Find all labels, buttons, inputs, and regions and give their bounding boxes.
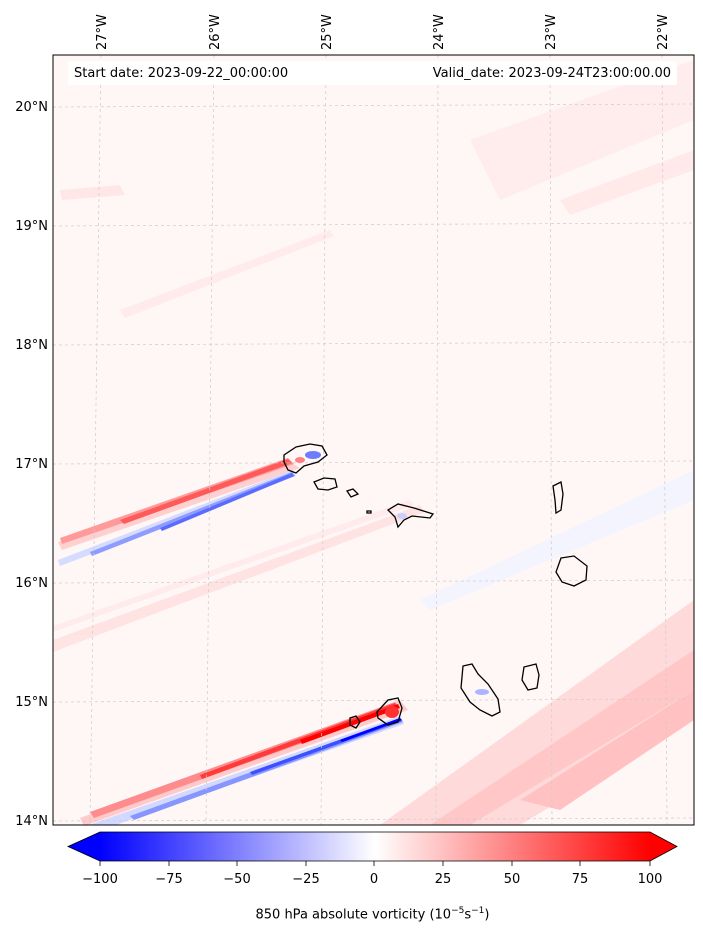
date-info-box <box>68 61 677 85</box>
colorbar-tick: −100 <box>82 872 118 887</box>
island-santo-antao <box>283 443 328 474</box>
island-maio <box>521 663 540 691</box>
lat-label-16: 16°N <box>15 576 48 591</box>
lon-label-25w: 25°W <box>320 14 335 50</box>
lon-label-23w: 23°W <box>544 14 559 50</box>
valid-date-label: Valid_date: 2023-09-24T23:00:00.00 <box>432 66 671 81</box>
colorbar-tick: 0 <box>369 872 379 887</box>
colorbar <box>67 831 678 866</box>
island-anomalies <box>295 451 489 718</box>
lon-label-22w: 22°W <box>656 14 671 50</box>
start-date-label: Start date: 2023-09-22_00:00:00 <box>74 66 289 81</box>
colorbar-tick: 75 <box>571 872 589 887</box>
coastlines <box>283 443 588 729</box>
island-fogo <box>376 697 403 726</box>
island-sao-vicente <box>313 477 338 491</box>
island-santa-luzia <box>345 488 360 498</box>
lat-label-17: 17°N <box>15 457 48 472</box>
colorbar-tick: 50 <box>503 872 521 887</box>
latitude-labels: 20°N 19°N 18°N 17°N 16°N 15°N 14°N <box>15 100 48 829</box>
lat-label-19: 19°N <box>15 219 48 234</box>
colorbar-extend-min <box>68 832 100 861</box>
island-sal <box>552 481 564 515</box>
colorbar-extend-max <box>650 832 677 861</box>
colorbar-tick: −25 <box>292 872 320 887</box>
map-border <box>52 54 695 826</box>
lat-label-14: 14°N <box>15 814 48 829</box>
vorticity-field-weak <box>53 60 694 825</box>
lat-label-20: 20°N <box>15 100 48 115</box>
colorbar-tick: −50 <box>223 872 251 887</box>
vorticity-streak-north <box>58 458 300 566</box>
colorbar-tick: 25 <box>434 872 452 887</box>
lat-label-15: 15°N <box>15 695 48 710</box>
island-brava <box>349 715 361 729</box>
colorbar-label: 850 hPa absolute vorticity (10−5s−1) <box>255 906 490 923</box>
lon-label-24w: 24°W <box>432 14 447 50</box>
colorbar-tick: 100 <box>637 872 663 887</box>
island-sao-nicolau <box>386 503 435 529</box>
gridlines <box>53 55 694 825</box>
colorbar-gradient <box>100 832 650 861</box>
longitude-labels: 27°W 26°W 25°W 24°W 23°W 22°W <box>95 14 671 50</box>
lon-label-26w: 26°W <box>208 14 223 50</box>
map-panel <box>53 55 694 825</box>
lon-label-27w: 27°W <box>95 14 110 50</box>
island-santiago <box>460 663 501 717</box>
island-boa-vista <box>555 555 588 587</box>
lat-label-18: 18°N <box>15 338 48 353</box>
colorbar-tick: −75 <box>155 872 183 887</box>
island-raso <box>366 510 372 514</box>
